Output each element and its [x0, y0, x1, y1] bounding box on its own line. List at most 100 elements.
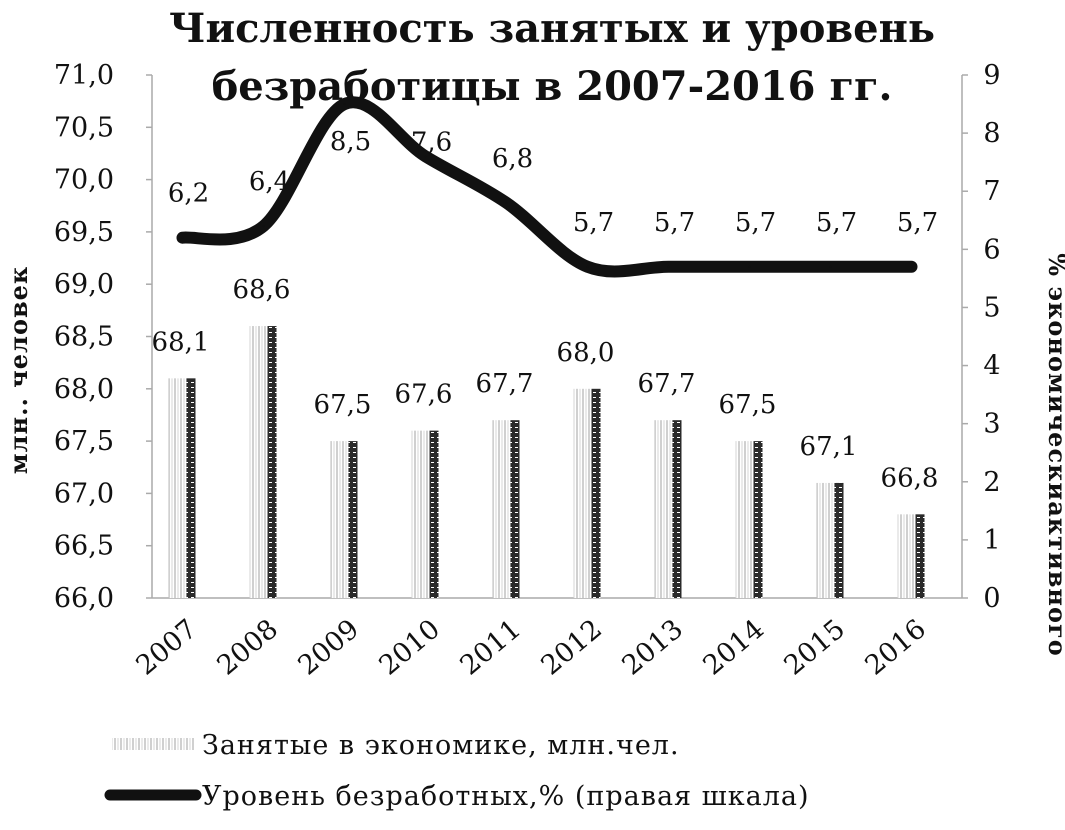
bar-2010: [411, 430, 439, 598]
bar-light-part: [897, 514, 916, 598]
x-tick-labels: 2007 2008 2009 2010 2011 2012 2013 2014 2015 2016: [130, 614, 932, 682]
bar-data-label: 67,5: [314, 390, 372, 420]
bar-light-part: [573, 388, 592, 598]
bar-light-part: [249, 326, 268, 598]
x-tick-label: 2015: [778, 614, 851, 682]
y-axis-title: млн.. человек: [4, 266, 33, 474]
bar-2007: [168, 378, 196, 598]
line-data-label: 5,7: [654, 208, 695, 238]
line-data-label: 6,8: [492, 144, 533, 174]
bar-data-label: 68,0: [557, 338, 615, 368]
bar-2016: [897, 514, 925, 598]
bar-2008: [249, 326, 277, 598]
line-point-2008: [262, 225, 265, 228]
line-point-2013: [667, 265, 670, 268]
y2-tick-label: 4: [983, 351, 1000, 382]
bar-dark-part: [753, 441, 763, 598]
x-tick-label: 2009: [292, 614, 365, 682]
x-tick-label: 2014: [697, 614, 770, 682]
y2-axis-title: % экономическиактивного: [1043, 253, 1065, 656]
bar-2013: [654, 420, 682, 598]
bar-dark-part: [915, 514, 925, 598]
y-tick-label: 69,0: [54, 269, 114, 300]
bar-data-label: 67,5: [719, 390, 777, 420]
line-data-label: 7,6: [411, 127, 452, 157]
axes: [146, 74, 968, 599]
y2-tick-label: 6: [983, 234, 1000, 265]
y2-tick-label: 9: [983, 60, 1000, 91]
y-tick-label: 70,0: [54, 165, 114, 196]
legend-swatch-bars: [112, 738, 194, 750]
line-data-label: 5,7: [735, 208, 776, 238]
y-tick-label: 71,0: [54, 60, 114, 91]
x-tick-label: 2010: [373, 614, 446, 682]
line-point-2012: [586, 265, 589, 268]
bar-2015: [816, 482, 844, 598]
x-tick-label: 2013: [616, 614, 689, 682]
bar-dark-part: [186, 378, 196, 598]
bar-2011: [492, 420, 520, 598]
line-data-label: 5,7: [573, 208, 614, 238]
legend-label-bars: Занятые в экономике, млн.чел.: [202, 730, 680, 761]
line-point-2016: [910, 265, 913, 268]
line-data-label: 8,5: [330, 127, 371, 157]
y2-tick-label: 2: [983, 467, 1000, 498]
bar-light-part: [492, 420, 511, 598]
y-tick-label: 70,5: [54, 112, 114, 143]
bar-light-part: [735, 441, 754, 598]
x-tick-label: 2008: [211, 614, 284, 682]
line-point-2009: [343, 103, 346, 106]
bar-light-part: [816, 482, 835, 598]
legend-label-line: Уровень безработных,% (правая шкала): [202, 781, 810, 812]
legend: Занятые в экономике, млн.чел. Уровень бе…: [104, 730, 810, 812]
bar-2009: [330, 441, 358, 598]
x-tick-label: 2011: [454, 614, 527, 682]
bar-2012: [573, 388, 601, 598]
line-data-label: 6,2: [168, 179, 209, 209]
line-point-2015: [829, 265, 832, 268]
line-data-labels: 6,2 6,4 8,5 7,6 6,8 5,7 5,7 5,7 5,7 5,7: [168, 127, 938, 238]
y2-tick-label: 7: [983, 176, 1000, 207]
line-point-2011: [505, 201, 508, 204]
bar-2014: [735, 441, 763, 598]
bar-dark-part: [267, 326, 277, 598]
bar-dark-part: [834, 482, 844, 598]
y-tick-label: 67,5: [54, 426, 114, 457]
bar-data-label: 67,7: [638, 369, 696, 399]
bar-data-label: 66,8: [881, 463, 939, 493]
x-tick-label: 2012: [535, 614, 608, 682]
chart-title-line1: Численность занятых и уровень: [169, 5, 935, 52]
x-tick-label: 2016: [859, 614, 932, 682]
y-tick-labels: 66,0 66,5 67,0 67,5 68,0 68,5 69,0 69,5 70,0 70,5…: [54, 60, 114, 614]
y2-tick-label: 5: [983, 292, 1000, 323]
bar-data-label: 67,1: [800, 432, 858, 462]
bar-light-part: [168, 378, 187, 598]
bar-dark-part: [672, 420, 682, 598]
bar-dark-part: [429, 430, 439, 598]
bar-light-part: [330, 441, 349, 598]
bar-light-part: [654, 420, 673, 598]
bar-dark-part: [348, 441, 358, 598]
bar-data-label: 68,1: [152, 327, 210, 357]
unemployment-line: [176, 96, 918, 278]
y-tick-label: 66,5: [54, 531, 114, 562]
y2-tick-labels: 0 1 2 3 4 5 6 7 8 9: [983, 60, 1000, 614]
y-tick-label: 68,0: [54, 374, 114, 405]
line-point-2010: [424, 155, 427, 158]
y2-tick-label: 3: [983, 409, 1000, 440]
chart-title-line2: безработицы в 2007-2016 гг.: [212, 63, 893, 110]
bar-data-labels: 68,1 68,6 67,5 67,6 67,7 68,0 67,7 67,5 67,1 66,8: [152, 275, 939, 493]
bar-dark-part: [510, 420, 520, 598]
bar-data-label: 68,6: [233, 275, 291, 305]
line-series: [176, 96, 918, 278]
line-data-label: 6,4: [249, 167, 290, 197]
bar-data-label: 67,6: [395, 380, 453, 410]
y-tick-label: 68,5: [54, 322, 114, 353]
y2-tick-label: 1: [983, 525, 1000, 556]
line-point-2014: [748, 265, 751, 268]
line-data-label: 5,7: [897, 208, 938, 238]
y2-tick-label: 8: [983, 118, 1000, 149]
line-point-2007: [181, 236, 184, 239]
y2-tick-label: 0: [983, 583, 1000, 614]
